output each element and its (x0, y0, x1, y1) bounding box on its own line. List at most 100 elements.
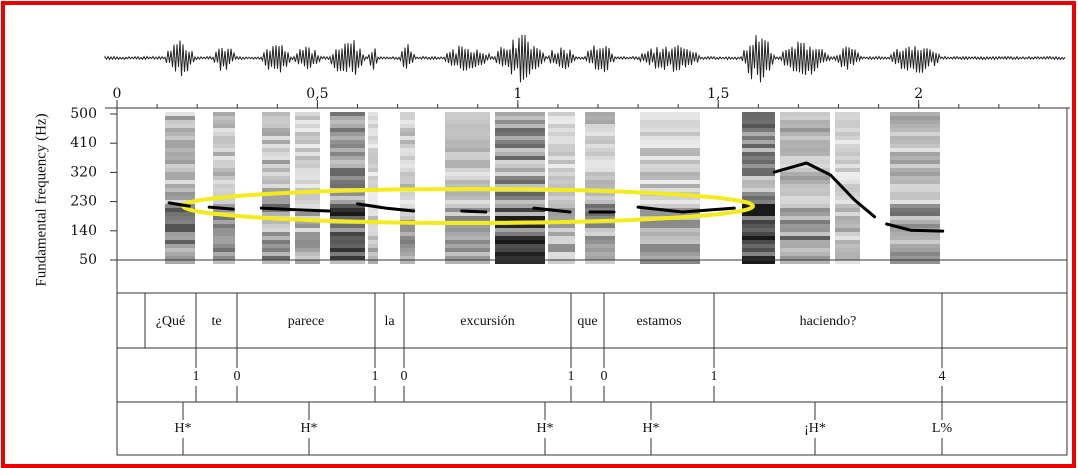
spectrogram-cell (165, 196, 195, 200)
spectrogram-cell (548, 224, 575, 228)
spectrogram-cell (585, 260, 615, 264)
spectrogram-cell (585, 252, 615, 256)
spectrogram-cell (640, 200, 700, 204)
spectrogram-cell (213, 180, 235, 184)
f0-contour (167, 161, 945, 233)
spectrogram-cell (213, 208, 235, 212)
spectrogram-cell (368, 112, 378, 116)
spectrogram-cell (548, 156, 575, 160)
spectrogram-cell (368, 140, 378, 144)
spectrogram-cell (835, 132, 860, 136)
spectrogram-cell (400, 228, 415, 232)
spectrogram-cell (368, 168, 378, 172)
spectrogram-cell (213, 120, 235, 124)
spectrogram-cell (330, 204, 365, 208)
spectrogram-cell (640, 220, 700, 224)
spectrogram-cell (368, 152, 378, 156)
spectrogram-cell (548, 196, 575, 200)
spectrogram-cell (262, 160, 290, 164)
spectrogram-cell (640, 168, 700, 172)
spectrogram-cell (213, 136, 235, 140)
spectrogram-cell (585, 164, 615, 168)
spectrogram-cell (165, 152, 195, 156)
spectrogram-cell (890, 148, 940, 152)
spectrogram-cell (262, 116, 290, 120)
spectrogram-cell (548, 148, 575, 152)
spectrogram-cell (213, 152, 235, 156)
spectrogram-cell (640, 112, 700, 116)
spectrogram-cell (495, 176, 545, 180)
spectrogram-cell (445, 112, 490, 116)
spectrogram-cell (742, 180, 775, 184)
spectrogram-cell (742, 160, 775, 164)
spectrogram-cell (400, 204, 415, 208)
word-label: estamos (636, 314, 681, 329)
spectrogram-cell (495, 168, 545, 172)
spectrogram-cell (495, 248, 545, 252)
spectrogram-cell (165, 212, 195, 216)
tone-label: ¡H* (804, 421, 826, 436)
spectrogram-cell (330, 152, 365, 156)
spectrogram-cell (213, 156, 235, 160)
spectrogram-cell (585, 156, 615, 160)
word-label: te (211, 314, 221, 329)
spectrogram-cell (262, 168, 290, 172)
spectrogram-cell (835, 180, 860, 184)
spectrogram-cell (445, 256, 490, 260)
spectrogram-cell (585, 140, 615, 144)
spectrogram-cell (400, 156, 415, 160)
spectrogram-cell (400, 192, 415, 196)
spectrogram-cell (640, 152, 700, 156)
spectrogram-cell (330, 148, 365, 152)
spectrogram-cell (295, 120, 320, 124)
spectrogram-cell (368, 180, 378, 184)
spectrogram-cell (445, 228, 490, 232)
break-index: 1 (711, 369, 718, 384)
spectrogram-cell (835, 156, 860, 160)
x-tick-label: 2 (914, 86, 923, 102)
spectrogram-cell (742, 124, 775, 128)
spectrogram-cell (445, 236, 490, 240)
spectrogram-cell (295, 164, 320, 168)
spectrogram-cell (330, 180, 365, 184)
spectrogram-cell (780, 120, 830, 124)
spectrogram-cell (445, 252, 490, 256)
spectrogram-cell (295, 124, 320, 128)
y-tick-label: 140 (70, 223, 97, 239)
spectrogram-cell (890, 200, 940, 204)
spectrogram-cell (213, 132, 235, 136)
spectrogram-cell (495, 240, 545, 244)
spectrogram-cell (295, 128, 320, 132)
spectrogram-cell (835, 140, 860, 144)
spectrogram-cell (495, 180, 545, 184)
spectrogram-cell (835, 160, 860, 164)
spectrogram-cell (262, 176, 290, 180)
spectrogram-cell (890, 172, 940, 176)
spectrogram-cell (445, 140, 490, 144)
spectrogram-cell (890, 156, 940, 160)
spectrogram-cell (548, 244, 575, 248)
spectrogram-cell (330, 176, 365, 180)
spectrogram-cell (495, 260, 545, 264)
spectrogram-cell (780, 228, 830, 232)
spectrogram-cell (330, 240, 365, 244)
spectrogram-cell (780, 192, 830, 196)
spectrogram-cell (213, 172, 235, 176)
spectrogram-cell (295, 172, 320, 176)
spectrogram-cell (548, 204, 575, 208)
spectrogram-cell (295, 148, 320, 152)
spectrogram-cell (295, 168, 320, 172)
spectrogram-cell (585, 248, 615, 252)
spectrogram-cell (368, 164, 378, 168)
spectrogram-cell (548, 172, 575, 176)
spectrogram-cell (548, 140, 575, 144)
waveform-trace (104, 34, 1066, 83)
spectrogram-cell (445, 116, 490, 120)
spectrogram-cell (295, 244, 320, 248)
spectrogram-cell (890, 248, 940, 252)
spectrogram-cell (835, 248, 860, 252)
spectrogram-cell (213, 248, 235, 252)
spectrogram-cell (445, 144, 490, 148)
spectrogram-cell (368, 240, 378, 244)
spectrogram-cell (780, 260, 830, 264)
